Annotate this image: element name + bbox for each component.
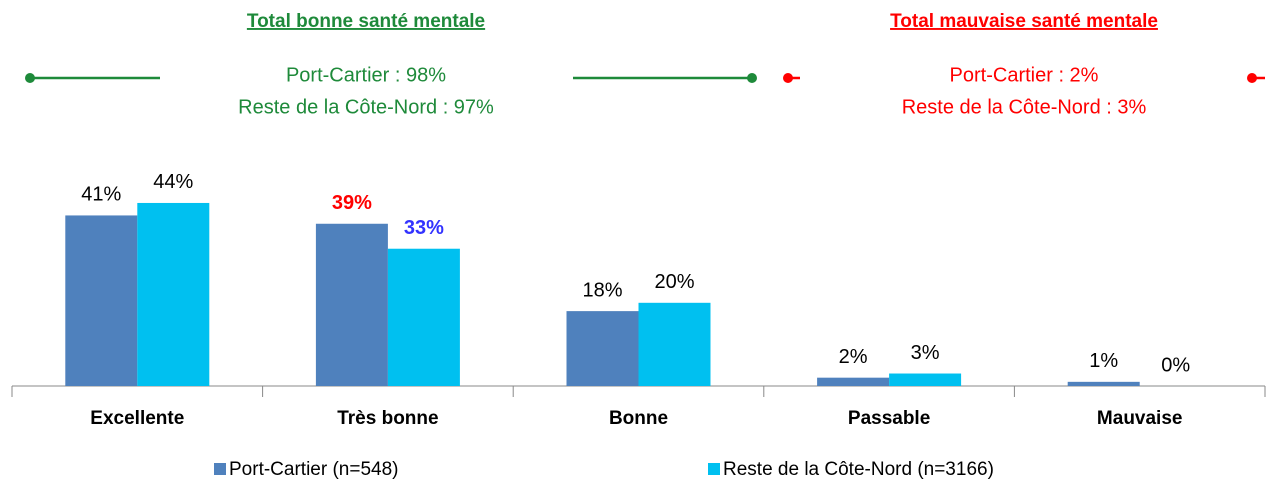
bar [889, 373, 962, 386]
data-label: 44% [153, 171, 193, 193]
bar [638, 302, 711, 386]
legend-swatch [214, 463, 226, 475]
x-tick-label: Très bonne [337, 408, 438, 429]
data-label: 1% [1089, 350, 1118, 372]
annotation-dot [25, 73, 35, 83]
data-label: 18% [582, 279, 622, 301]
annotation-dot [747, 73, 757, 83]
annotation-title: Total mauvaise santé mentale [890, 11, 1158, 32]
legend-label: Port-Cartier (n=548) [229, 459, 398, 480]
legend-swatch [708, 463, 720, 475]
x-tick-label: Bonne [609, 408, 668, 429]
bar [566, 311, 639, 386]
data-label: 39% [332, 192, 372, 214]
data-label: 41% [81, 184, 121, 206]
bar [387, 248, 460, 386]
data-label: 2% [839, 346, 868, 368]
annotation-line: Port-Cartier : 2% [950, 64, 1099, 86]
data-label: 0% [1161, 354, 1190, 376]
x-tick-label: Passable [848, 408, 930, 429]
annotation-dot [783, 73, 793, 83]
annotation-line: Reste de la Côte-Nord : 3% [902, 96, 1147, 118]
bar [137, 202, 210, 386]
legend-label: Reste de la Côte-Nord (n=3166) [723, 459, 994, 480]
x-tick-label: Mauvaise [1097, 408, 1183, 429]
data-label: 3% [911, 342, 940, 364]
bar [315, 223, 388, 386]
x-tick-label: Excellente [90, 408, 184, 429]
annotation-line: Port-Cartier : 98% [286, 64, 446, 86]
annotation-title: Total bonne santé mentale [247, 11, 485, 32]
data-label: 20% [654, 271, 694, 293]
bar [1067, 381, 1140, 386]
data-label: 33% [404, 217, 444, 239]
bar [65, 215, 138, 386]
annotation-line: Reste de la Côte-Nord : 97% [238, 96, 494, 118]
bar [817, 377, 890, 386]
annotation-dot [1247, 73, 1257, 83]
